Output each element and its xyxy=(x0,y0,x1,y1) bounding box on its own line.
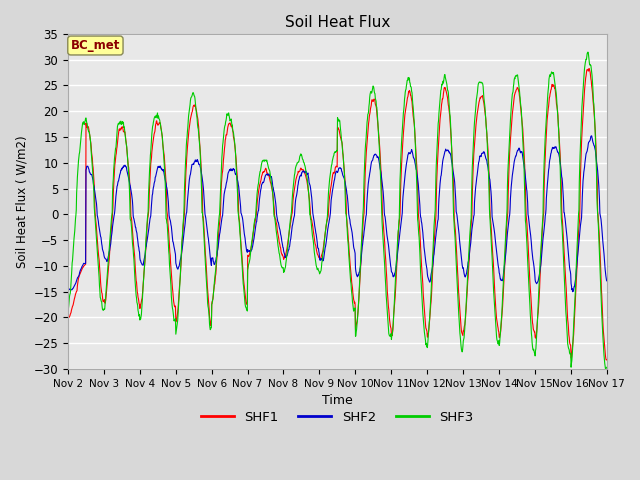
SHF2 xyxy=(244,248,252,254)
SHF3 xyxy=(492,312,499,318)
SHF1 xyxy=(184,140,191,146)
Title: Soil Heat Flux: Soil Heat Flux xyxy=(285,15,390,30)
SHF1 xyxy=(602,357,610,363)
SHF2 xyxy=(171,248,179,253)
SHF1 xyxy=(421,312,429,318)
Line: SHF3: SHF3 xyxy=(68,52,607,369)
SHF1 xyxy=(492,294,499,300)
SHF2 xyxy=(588,133,595,139)
SHF2 xyxy=(539,240,547,246)
SHF3 xyxy=(584,49,592,55)
Text: BC_met: BC_met xyxy=(71,39,120,52)
SHF2 xyxy=(603,278,611,284)
SHF3 xyxy=(64,309,72,314)
SHF1 xyxy=(171,304,179,310)
Line: SHF2: SHF2 xyxy=(68,136,607,292)
SHF3 xyxy=(244,265,252,271)
SHF3 xyxy=(171,318,179,324)
SHF2 xyxy=(492,236,499,241)
SHF2 xyxy=(569,289,577,295)
SHF3 xyxy=(602,366,609,372)
SHF2 xyxy=(421,250,429,256)
X-axis label: Time: Time xyxy=(322,394,353,407)
SHF1 xyxy=(603,357,611,362)
SHF3 xyxy=(539,217,547,223)
SHF3 xyxy=(184,125,191,131)
SHF2 xyxy=(184,194,191,200)
SHF1 xyxy=(64,314,72,320)
SHF1 xyxy=(244,252,252,258)
Y-axis label: Soil Heat Flux ( W/m2): Soil Heat Flux ( W/m2) xyxy=(15,135,28,268)
Legend: SHF1, SHF2, SHF3: SHF1, SHF2, SHF3 xyxy=(196,406,479,429)
SHF2 xyxy=(64,285,72,291)
Line: SHF1: SHF1 xyxy=(68,69,607,360)
SHF3 xyxy=(603,364,611,370)
SHF1 xyxy=(539,223,547,229)
SHF1 xyxy=(585,66,593,72)
SHF3 xyxy=(421,332,429,337)
